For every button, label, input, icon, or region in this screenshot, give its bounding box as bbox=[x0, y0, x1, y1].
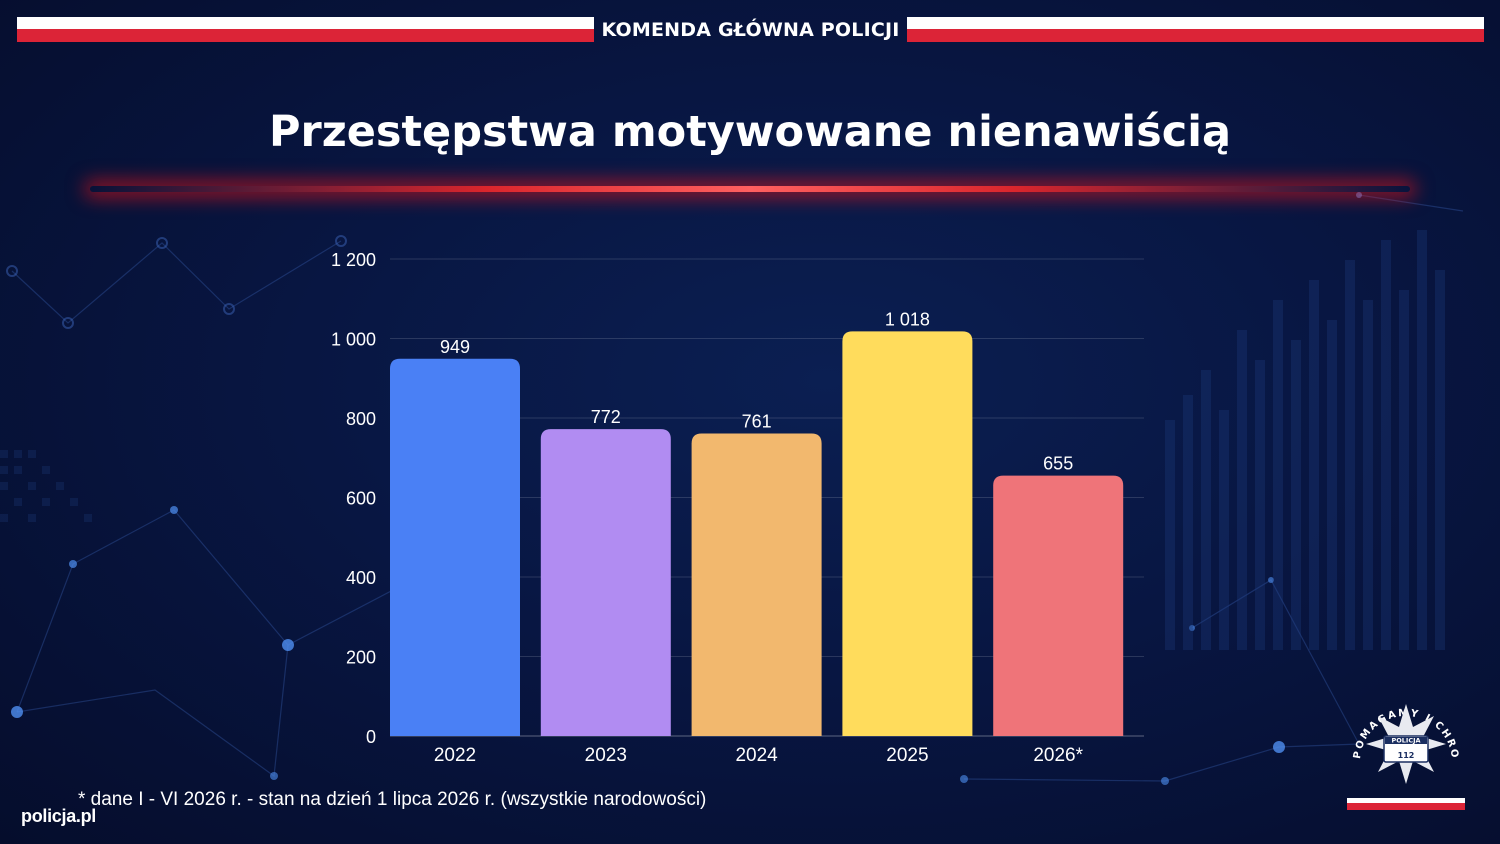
bar-2025 bbox=[842, 331, 973, 736]
flag-stripe-right bbox=[907, 17, 1484, 43]
footnote: * dane I - VI 2026 r. - stan na dzień 1 … bbox=[78, 789, 707, 810]
y-tick-label: 400 bbox=[346, 568, 376, 588]
y-tick-label: 1 200 bbox=[331, 250, 376, 270]
bar-value-labels: 949 772 761 1 018 655 bbox=[440, 309, 1073, 473]
value-label-2025: 1 018 bbox=[885, 309, 930, 329]
flag-stripe-small bbox=[1347, 798, 1465, 810]
chart-title: Przestępstwa motywowane nienawiścią bbox=[269, 107, 1231, 157]
chart-bars bbox=[390, 331, 1124, 736]
title-underline-glow bbox=[90, 186, 1410, 192]
value-label-2024: 761 bbox=[742, 412, 772, 432]
header-organization: KOMENDA GŁÓWNA POLICJI bbox=[601, 19, 900, 41]
flag-stripe-left bbox=[17, 17, 594, 43]
y-tick-label: 0 bbox=[366, 727, 376, 747]
x-axis-tick-labels: 2022 2023 2024 2025 2026* bbox=[434, 745, 1084, 766]
y-tick-label: 200 bbox=[346, 648, 376, 668]
value-label-2026*: 655 bbox=[1043, 454, 1073, 474]
x-tick-label-2024: 2024 bbox=[735, 745, 778, 766]
svg-text:112: 112 bbox=[1398, 751, 1415, 760]
x-tick-label-2022: 2022 bbox=[434, 745, 476, 766]
value-label-2023: 772 bbox=[591, 407, 621, 427]
site-logo-text[interactable]: policja.pl bbox=[21, 806, 97, 826]
svg-text:POLICJA: POLICJA bbox=[1391, 737, 1420, 745]
x-tick-label-2025: 2025 bbox=[886, 745, 928, 766]
y-tick-label: 800 bbox=[346, 409, 376, 429]
y-tick-label: 600 bbox=[346, 489, 376, 509]
value-label-2022: 949 bbox=[440, 337, 470, 357]
x-tick-label-2026*: 2026* bbox=[1033, 745, 1083, 766]
x-tick-label-2023: 2023 bbox=[585, 745, 627, 766]
bar-2026* bbox=[993, 475, 1124, 736]
bar-2022 bbox=[390, 358, 520, 736]
police-badge-icon: POMAGAMY I CHRONIMY POLICJA 112 bbox=[1346, 684, 1458, 784]
y-axis-tick-labels: 0 200 400 600 800 1 000 1 200 bbox=[331, 250, 376, 747]
bar-2023 bbox=[540, 429, 671, 736]
bar-2024 bbox=[691, 433, 822, 736]
y-tick-label: 1 000 bbox=[331, 330, 376, 350]
